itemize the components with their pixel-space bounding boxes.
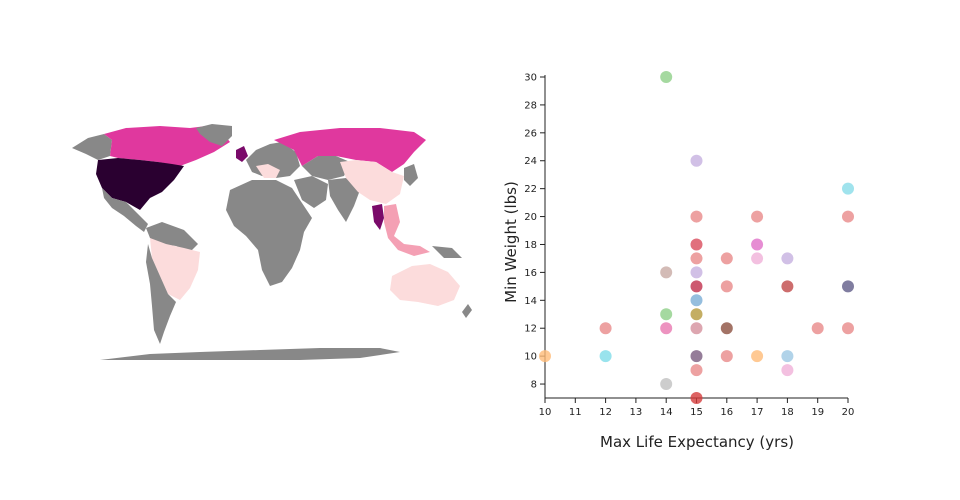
- map-region-mexico-central-america[interactable]: [102, 188, 148, 232]
- scatter-point[interactable]: [720, 252, 733, 265]
- scatter-point[interactable]: [599, 350, 612, 363]
- map-region-new-zealand[interactable]: [462, 304, 472, 318]
- scatter-point[interactable]: [781, 252, 794, 265]
- scatter-point[interactable]: [690, 154, 703, 167]
- scatter-point[interactable]: [690, 350, 703, 363]
- x-tick-label: 14: [660, 407, 673, 418]
- scatter-point[interactable]: [690, 252, 703, 265]
- map-region-africa[interactable]: [226, 180, 312, 286]
- map-region-india[interactable]: [328, 178, 360, 222]
- y-tick-label: 20: [524, 212, 537, 223]
- map-region-china[interactable]: [340, 160, 404, 204]
- map-region-greenland[interactable]: [196, 124, 232, 146]
- map-region-uk[interactable]: [236, 146, 248, 162]
- scatter-point[interactable]: [660, 266, 673, 279]
- scatter-point[interactable]: [781, 364, 794, 377]
- scatter-point[interactable]: [751, 238, 764, 251]
- scatter-point[interactable]: [690, 266, 703, 279]
- map-region-usa[interactable]: [96, 158, 184, 210]
- y-tick-label: 26: [524, 128, 537, 139]
- world-choropleth-map: [72, 124, 472, 360]
- x-tick-label: 18: [781, 407, 794, 418]
- map-region-europe-south[interactable]: [256, 164, 280, 178]
- scatter-point[interactable]: [751, 350, 764, 363]
- scatter-points: [539, 71, 854, 404]
- y-tick-label: 18: [524, 240, 537, 251]
- y-tick-label: 24: [524, 156, 537, 167]
- map-region-middle-east[interactable]: [294, 176, 328, 208]
- map-region-south-america-south[interactable]: [146, 244, 176, 344]
- scatter-point[interactable]: [690, 280, 703, 293]
- x-tick-label: 17: [751, 407, 764, 418]
- scatter-point[interactable]: [842, 322, 854, 335]
- scatter-point[interactable]: [690, 322, 703, 335]
- y-tick-label: 16: [524, 268, 537, 279]
- scatter-point[interactable]: [781, 280, 794, 293]
- map-region-japan-korea[interactable]: [404, 164, 418, 186]
- scatter-point[interactable]: [690, 210, 703, 223]
- scatter-point[interactable]: [811, 322, 824, 335]
- y-axis-title: Min Weight (lbs): [502, 181, 520, 303]
- scatter-point[interactable]: [781, 350, 794, 363]
- scatter-point[interactable]: [751, 210, 764, 223]
- scatter-point[interactable]: [690, 308, 703, 321]
- map-region-russia[interactable]: [274, 128, 426, 172]
- x-tick-label: 16: [720, 407, 733, 418]
- x-tick-label: 10: [539, 407, 552, 418]
- x-tick-label: 15: [690, 407, 703, 418]
- y-tick-label: 22: [524, 184, 537, 195]
- map-region-central-asia[interactable]: [302, 156, 350, 180]
- map-region-south-america-north[interactable]: [146, 222, 198, 252]
- y-tick-label: 12: [524, 324, 537, 335]
- x-axis-title: Max Life Expectancy (yrs): [600, 433, 794, 451]
- y-axis: 8 10 12 14 16 18 20 22 24 26 28 30: [524, 73, 546, 398]
- scatter-point[interactable]: [842, 210, 854, 223]
- scatter-point[interactable]: [751, 252, 764, 265]
- scatter-point[interactable]: [599, 322, 612, 335]
- scatter-point[interactable]: [660, 322, 673, 335]
- map-region-canada[interactable]: [104, 126, 230, 166]
- y-tick-label: 8: [531, 380, 537, 391]
- scatter-point[interactable]: [720, 350, 733, 363]
- y-tick-label: 14: [524, 296, 537, 307]
- y-tick-label: 10: [524, 352, 537, 363]
- scatter-point[interactable]: [690, 364, 703, 377]
- map-region-new-guinea[interactable]: [432, 246, 462, 258]
- scatter-point[interactable]: [539, 350, 551, 363]
- scatter-point[interactable]: [660, 308, 673, 321]
- map-region-australia[interactable]: [390, 264, 460, 306]
- y-tick-label: 28: [524, 100, 537, 111]
- scatter-point[interactable]: [842, 182, 854, 195]
- x-tick-label: 20: [842, 407, 855, 418]
- map-region-southeast-asia[interactable]: [384, 204, 430, 256]
- map-region-brazil[interactable]: [150, 238, 200, 300]
- scatter-point[interactable]: [690, 392, 703, 404]
- x-tick-label: 11: [569, 407, 582, 418]
- x-tick-label: 19: [811, 407, 824, 418]
- x-tick-label: 12: [599, 407, 612, 418]
- scatter-point[interactable]: [690, 238, 703, 251]
- map-region-alaska[interactable]: [72, 134, 112, 160]
- scatter-point[interactable]: [720, 322, 733, 335]
- scatter-point[interactable]: [842, 280, 854, 293]
- scatter-point[interactable]: [660, 71, 673, 83]
- scatter-point[interactable]: [660, 378, 673, 391]
- x-tick-label: 13: [630, 407, 643, 418]
- map-region-antarctica[interactable]: [100, 348, 400, 360]
- scatter-point[interactable]: [720, 280, 733, 293]
- scatter-point[interactable]: [690, 294, 703, 307]
- y-tick-label: 30: [524, 73, 537, 84]
- map-region-thailand[interactable]: [372, 204, 384, 230]
